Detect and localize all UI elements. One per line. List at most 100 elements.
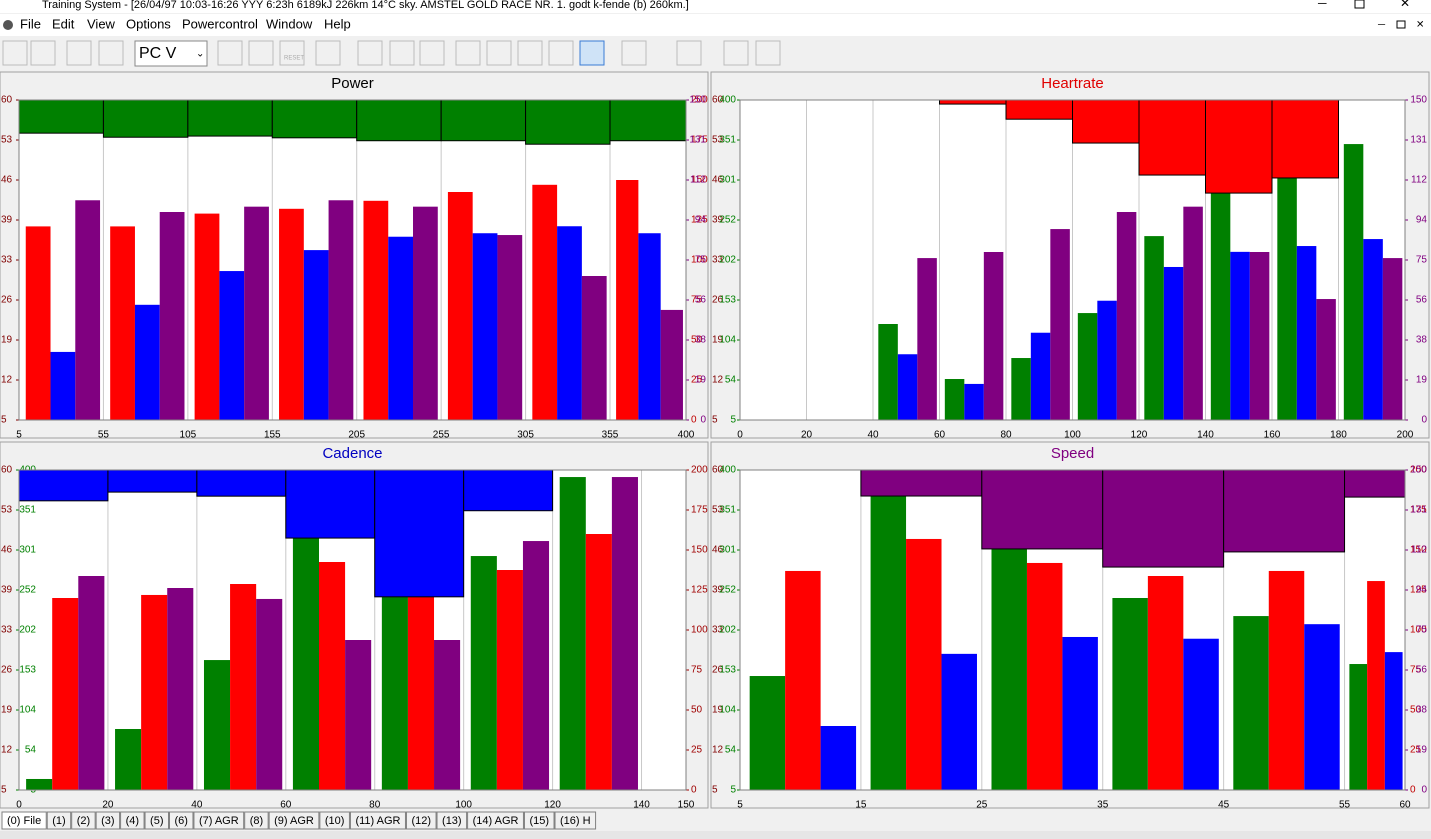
- tab[interactable]: [319, 811, 350, 830]
- tab-label[interactable]: (10): [325, 815, 345, 827]
- tab[interactable]: [71, 811, 96, 830]
- tab-label[interactable]: (13): [442, 815, 462, 827]
- toolbar-button[interactable]: [621, 40, 647, 66]
- tab-label[interactable]: (0) File: [7, 815, 41, 827]
- toolbar-button[interactable]: [755, 40, 781, 66]
- y-tick-label: 75: [1410, 665, 1422, 676]
- toolbar: PC V ⌄ RESET: [2, 40, 781, 67]
- x-tick-label: 55: [98, 430, 110, 441]
- menu-item[interactable]: Options: [126, 16, 171, 31]
- tab[interactable]: [95, 811, 121, 830]
- tab-label[interactable]: (1): [52, 815, 65, 827]
- tab[interactable]: [193, 811, 245, 830]
- hanging-bar: [1223, 469, 1346, 553]
- toolbar-button[interactable]: [548, 40, 574, 66]
- y-tick-label: 301: [19, 545, 36, 556]
- bar: [115, 728, 142, 790]
- tab-label[interactable]: (12): [411, 815, 431, 827]
- tab[interactable]: [436, 811, 468, 830]
- menu-item[interactable]: File: [20, 16, 41, 31]
- close-button[interactable]: ✕: [1400, 0, 1410, 10]
- bar: [244, 206, 269, 420]
- bar: [1230, 251, 1250, 420]
- toolbar-button[interactable]: [2, 40, 28, 66]
- y-tick-label: 94: [1416, 585, 1428, 596]
- tab[interactable]: [405, 811, 437, 830]
- hanging-bar: [374, 469, 465, 598]
- menu-item[interactable]: Edit: [52, 16, 75, 31]
- y-tick-label: 75: [691, 665, 703, 676]
- bar: [870, 470, 907, 790]
- toolbar-button[interactable]: [676, 40, 702, 66]
- tab-label[interactable]: (5): [150, 815, 163, 827]
- x-tick-label: 40: [867, 430, 879, 441]
- mdi-minimize[interactable]: ─: [1377, 20, 1386, 31]
- tab[interactable]: [169, 811, 194, 830]
- toolbar-button[interactable]: [217, 40, 243, 66]
- toolbar-button[interactable]: [486, 40, 512, 66]
- y-tick-label: 252: [719, 585, 736, 596]
- bar: [1277, 100, 1297, 420]
- tab-label[interactable]: (3): [101, 815, 114, 827]
- mdi-close[interactable]: ✕: [1416, 20, 1424, 31]
- tab[interactable]: [268, 811, 320, 830]
- y-tick-label: 33: [1, 255, 13, 266]
- y-tick-label: 104: [19, 705, 36, 716]
- toolbar-button[interactable]: [30, 40, 56, 66]
- bar: [941, 653, 977, 790]
- toolbar-button[interactable]: [723, 40, 749, 66]
- x-tick-label: 120: [1131, 430, 1148, 441]
- y-tick-label: 39: [1, 215, 13, 226]
- tab-label[interactable]: (2): [77, 815, 90, 827]
- tab-label[interactable]: (15): [529, 815, 549, 827]
- tab[interactable]: [46, 811, 72, 830]
- y-tick-label: 94: [695, 215, 707, 226]
- y-tick-label: 5: [712, 415, 718, 426]
- bar: [134, 304, 160, 420]
- toolbar-button[interactable]: [579, 40, 605, 66]
- toolbar-button[interactable]: [66, 40, 92, 66]
- bar: [230, 584, 257, 790]
- y-tick-label: 175: [1410, 505, 1427, 516]
- tab[interactable]: [467, 811, 524, 830]
- tab[interactable]: [1, 811, 47, 830]
- bar: [581, 276, 607, 420]
- bar: [472, 233, 498, 420]
- tab[interactable]: [349, 811, 406, 830]
- tab[interactable]: [244, 811, 269, 830]
- toolbar-button[interactable]: [419, 40, 445, 66]
- tab-label[interactable]: (4): [126, 815, 139, 827]
- tab-label[interactable]: (9) AGR: [274, 815, 314, 827]
- toolbar-button[interactable]: [98, 40, 124, 66]
- tab[interactable]: [144, 811, 169, 830]
- toolbar-button[interactable]: [279, 40, 305, 66]
- minimize-button[interactable]: ─: [1317, 0, 1327, 10]
- tab-label[interactable]: (8): [250, 815, 263, 827]
- menu-item[interactable]: Help: [324, 16, 351, 31]
- menu-item[interactable]: View: [87, 16, 116, 31]
- menu-item[interactable]: Powercontrol: [182, 16, 258, 31]
- toolbar-button[interactable]: [517, 40, 543, 66]
- tab-label[interactable]: (6): [175, 815, 188, 827]
- toolbar-button[interactable]: [315, 40, 341, 66]
- mdi-restore[interactable]: [1396, 20, 1406, 29]
- tab-label[interactable]: (11) AGR: [355, 815, 400, 827]
- reset-button[interactable]: RESET: [284, 56, 304, 62]
- menu-item[interactable]: Window: [266, 16, 313, 31]
- tab[interactable]: [523, 811, 555, 830]
- bar: [820, 726, 857, 790]
- toolbar-button[interactable]: [248, 40, 274, 66]
- maximize-button[interactable]: [1354, 0, 1365, 9]
- bar: [194, 213, 220, 420]
- y-tick-label: 75: [695, 255, 707, 266]
- tab-label[interactable]: (14) AGR: [473, 815, 519, 827]
- tab-label[interactable]: (7) AGR: [199, 815, 239, 827]
- dropdown[interactable]: [134, 40, 208, 67]
- toolbar-button[interactable]: [455, 40, 481, 66]
- toolbar-button[interactable]: [389, 40, 415, 66]
- toolbar-button[interactable]: [357, 40, 383, 66]
- y-tick-label: 54: [25, 745, 37, 756]
- tab[interactable]: [554, 811, 597, 830]
- tab-label[interactable]: (16) H: [560, 815, 591, 827]
- tab[interactable]: [120, 811, 145, 830]
